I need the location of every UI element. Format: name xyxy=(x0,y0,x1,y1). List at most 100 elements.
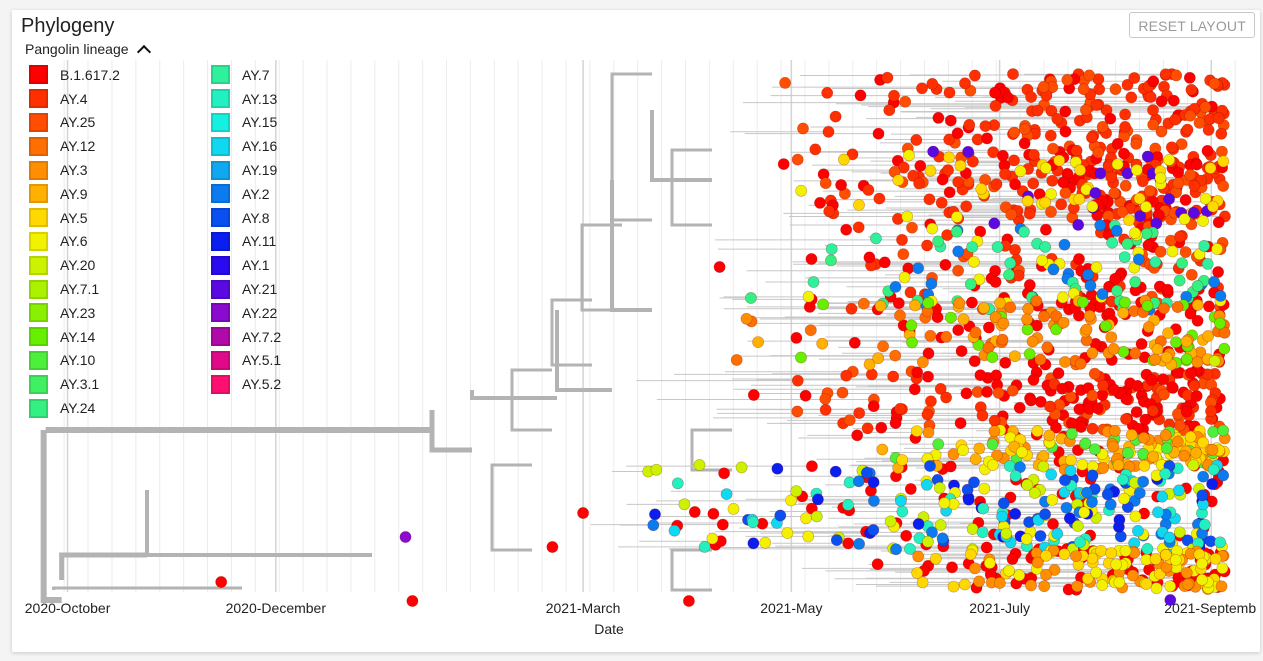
tree-tip[interactable] xyxy=(960,387,973,400)
tree-tip[interactable] xyxy=(1034,353,1047,366)
tree-tip[interactable] xyxy=(678,498,691,511)
tree-tip[interactable] xyxy=(805,253,818,265)
tree-tip[interactable] xyxy=(1092,146,1105,159)
tree-tip[interactable] xyxy=(853,538,865,550)
tree-tip[interactable] xyxy=(889,417,902,429)
tree-tip[interactable] xyxy=(546,541,559,553)
tree-tip[interactable] xyxy=(1136,175,1149,188)
tree-tip[interactable] xyxy=(1077,83,1090,96)
legend-item[interactable]: AY.19 xyxy=(211,158,281,182)
tree-tip[interactable] xyxy=(1006,384,1019,397)
tree-tip[interactable] xyxy=(1132,525,1144,537)
tree-tip[interactable] xyxy=(997,149,1009,162)
tree-tip[interactable] xyxy=(1111,284,1123,297)
tree-tip[interactable] xyxy=(924,164,937,177)
tree-tip[interactable] xyxy=(1128,72,1141,84)
tree-tip[interactable] xyxy=(968,355,981,368)
tree-tip[interactable] xyxy=(1086,131,1098,144)
tree-tip[interactable] xyxy=(1070,550,1082,562)
legend-item[interactable]: AY.14 xyxy=(29,325,120,349)
tree-tip[interactable] xyxy=(946,561,958,574)
tree-tip[interactable] xyxy=(1031,425,1044,438)
tree-tip[interactable] xyxy=(1071,580,1084,593)
tree-tip[interactable] xyxy=(835,179,847,191)
tree-tip[interactable] xyxy=(988,425,1001,438)
tree-tip[interactable] xyxy=(934,382,947,395)
tree-tip[interactable] xyxy=(1027,177,1040,190)
tree-tip[interactable] xyxy=(943,86,956,99)
tree-tip[interactable] xyxy=(1169,554,1182,566)
tree-tip[interactable] xyxy=(912,550,925,563)
tree-tip[interactable] xyxy=(821,87,834,99)
tree-tip[interactable] xyxy=(1021,323,1034,336)
tree-tip[interactable] xyxy=(716,518,729,531)
tree-tip[interactable] xyxy=(897,161,910,174)
tree-tip[interactable] xyxy=(917,356,929,369)
legend-item[interactable]: AY.4 xyxy=(29,87,120,111)
tree-tip[interactable] xyxy=(838,153,850,166)
tree-tip[interactable] xyxy=(1023,348,1036,360)
legend-item[interactable]: AY.9 xyxy=(29,182,120,206)
tree-tip[interactable] xyxy=(897,248,910,261)
tree-tip[interactable] xyxy=(877,340,889,353)
tree-tip[interactable] xyxy=(1040,549,1052,562)
tree-tip[interactable] xyxy=(908,383,921,396)
tree-tip[interactable] xyxy=(924,460,936,472)
tree-tip[interactable] xyxy=(1158,388,1170,401)
tree-tip[interactable] xyxy=(774,509,787,522)
tree-tip[interactable] xyxy=(1159,467,1172,480)
tree-tip[interactable] xyxy=(1066,417,1078,430)
tree-tip[interactable] xyxy=(1179,194,1192,206)
tree-tip[interactable] xyxy=(816,337,829,350)
tree-tip[interactable] xyxy=(1009,178,1021,191)
tree-tip[interactable] xyxy=(943,133,956,146)
tree-tip[interactable] xyxy=(1048,564,1061,576)
tree-tip[interactable] xyxy=(952,245,965,258)
tree-tip[interactable] xyxy=(942,164,954,176)
tree-tip[interactable] xyxy=(1045,205,1057,218)
tree-tip[interactable] xyxy=(1008,126,1021,139)
tree-tip[interactable] xyxy=(1212,266,1224,278)
tree-tip[interactable] xyxy=(1202,124,1215,136)
tree-tip[interactable] xyxy=(1214,289,1227,302)
tree-tip[interactable] xyxy=(929,552,942,565)
tree-tip[interactable] xyxy=(1208,77,1221,90)
tree-tip[interactable] xyxy=(1199,192,1212,205)
tree-tip[interactable] xyxy=(1004,301,1017,314)
tree-tip[interactable] xyxy=(1178,213,1191,225)
tree-tip[interactable] xyxy=(1064,464,1077,477)
tree-tip[interactable] xyxy=(912,262,924,275)
tree-tip[interactable] xyxy=(1090,261,1103,274)
tree-tip[interactable] xyxy=(952,324,965,336)
tree-tip[interactable] xyxy=(939,258,952,271)
tree-tip[interactable] xyxy=(974,369,987,382)
tree-tip[interactable] xyxy=(1163,153,1176,166)
legend-item[interactable]: AY.20 xyxy=(29,253,120,277)
tree-tip[interactable] xyxy=(1001,91,1014,104)
tree-tip[interactable] xyxy=(1141,299,1154,312)
tree-tip[interactable] xyxy=(1139,413,1152,426)
tree-tip[interactable] xyxy=(1129,276,1142,288)
tree-tip[interactable] xyxy=(1188,179,1201,192)
tree-tip[interactable] xyxy=(1111,137,1124,150)
tree-tip[interactable] xyxy=(921,239,933,252)
tree-tip[interactable] xyxy=(1056,382,1069,395)
tree-tip[interactable] xyxy=(1070,144,1083,157)
tree-tip[interactable] xyxy=(1181,123,1194,136)
tree-tip[interactable] xyxy=(1190,158,1203,171)
tree-tip[interactable] xyxy=(752,336,764,348)
tree-tip[interactable] xyxy=(992,386,1005,399)
tree-tip[interactable] xyxy=(1086,469,1099,482)
tree-tip[interactable] xyxy=(1196,573,1208,586)
tree-tip[interactable] xyxy=(1132,253,1145,266)
tree-tip[interactable] xyxy=(1206,478,1218,490)
tree-tip[interactable] xyxy=(1111,158,1124,171)
tree-tip[interactable] xyxy=(1217,180,1230,192)
tree-tip[interactable] xyxy=(791,374,804,387)
tree-tip[interactable] xyxy=(1137,431,1150,444)
tree-tip[interactable] xyxy=(1113,513,1126,526)
tree-tip[interactable] xyxy=(698,541,711,553)
tree-tip[interactable] xyxy=(1026,335,1039,348)
tree-tip[interactable] xyxy=(944,460,957,473)
tree-tip[interactable] xyxy=(1216,145,1228,158)
